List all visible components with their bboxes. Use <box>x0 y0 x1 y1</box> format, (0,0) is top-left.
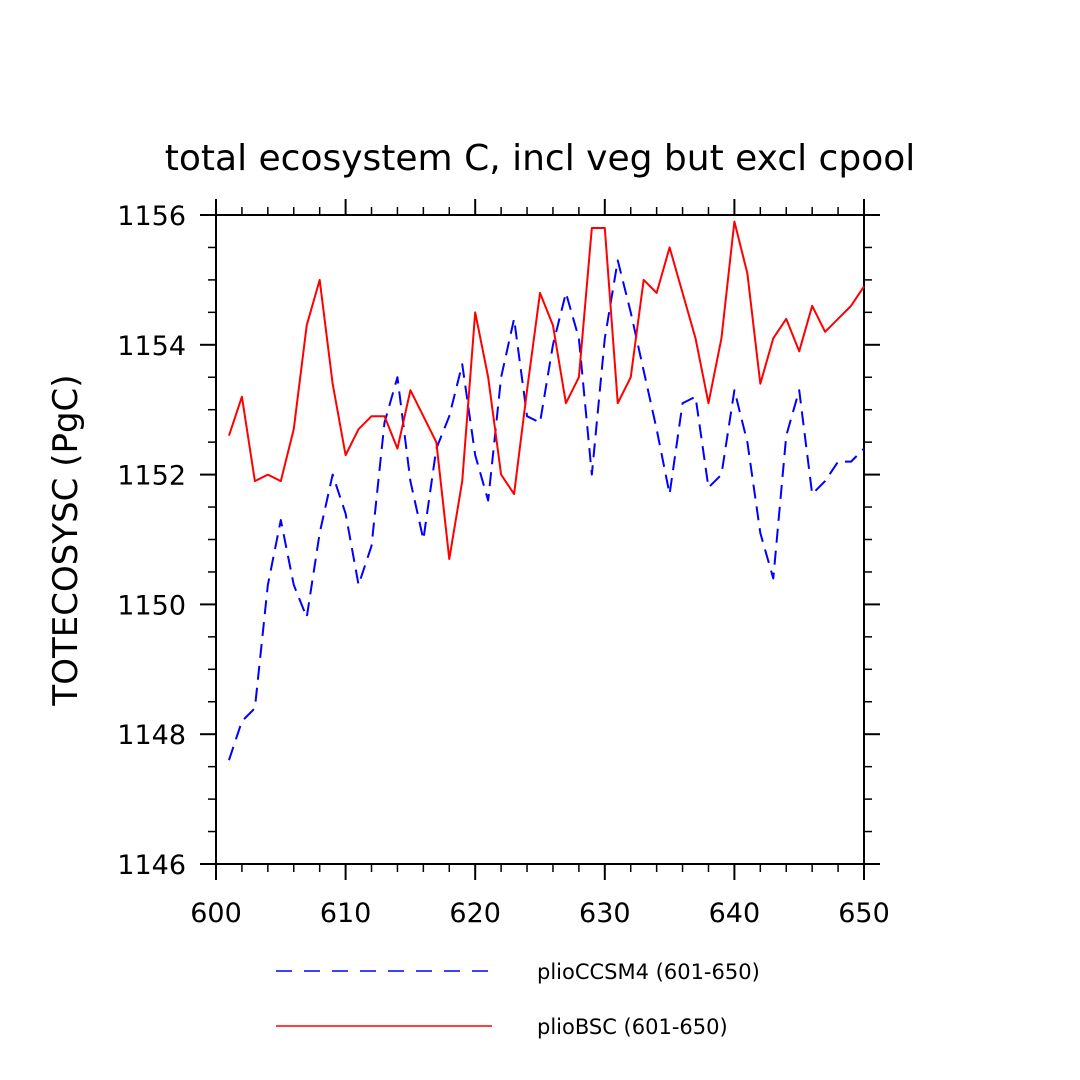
legend: plioCCSM4 (601-650) plioBSC (601-650) <box>276 960 760 1039</box>
x-tick-label: 610 <box>320 898 372 929</box>
legend-label: plioBSC (601-650) <box>537 1015 728 1039</box>
x-tick-label: 600 <box>190 898 242 929</box>
plot-border <box>215 214 865 865</box>
y-axis-label: TOTECOSYSC (PgC) <box>46 374 86 706</box>
plot-frame <box>215 214 865 865</box>
tick-labels: 600 610 620 630 640 650 1146 1148 1150 1152 1154 11… <box>117 201 889 929</box>
x-tick-label: 630 <box>579 898 631 929</box>
series-layer <box>228 220 865 761</box>
y-tick-label: 1152 <box>117 461 186 492</box>
axis-ticks <box>200 199 880 880</box>
x-tick-label: 620 <box>449 898 501 929</box>
y-tick-label: 1146 <box>117 850 186 881</box>
x-tick-label: 640 <box>709 898 761 929</box>
legend-label: plioCCSM4 (601-650) <box>537 960 760 984</box>
series-line-pliobsc <box>228 220 865 560</box>
y-tick-label: 1148 <box>117 720 186 751</box>
x-tick-label: 650 <box>838 898 890 929</box>
series-line-pliocssm4 <box>228 259 865 761</box>
y-tick-label: 1154 <box>117 331 186 362</box>
y-tick-label: 1156 <box>117 201 186 232</box>
chart-title: total ecosystem C, incl veg but excl cpo… <box>165 138 916 179</box>
y-tick-label: 1150 <box>117 590 186 621</box>
